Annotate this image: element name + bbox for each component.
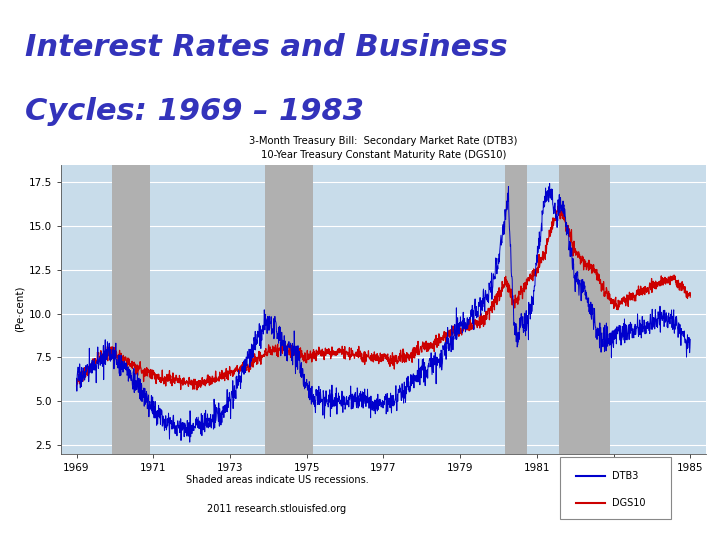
Text: Shaded areas indicate US recessions.: Shaded areas indicate US recessions. bbox=[186, 475, 369, 485]
Bar bbox=[559, 165, 611, 454]
Bar bbox=[265, 165, 313, 454]
Text: DTB3: DTB3 bbox=[612, 471, 639, 481]
Text: Interest Rates and Business: Interest Rates and Business bbox=[25, 32, 508, 62]
Bar bbox=[505, 165, 527, 454]
Y-axis label: (Pe·cent): (Pe·cent) bbox=[14, 286, 24, 333]
Bar bbox=[112, 165, 150, 454]
Title: 3-Month Treasury Bill:  Secondary Market Rate (DTB3)
10-Year Treasury Constant M: 3-Month Treasury Bill: Secondary Market … bbox=[249, 136, 518, 160]
FancyBboxPatch shape bbox=[560, 457, 671, 519]
Text: 2011 research.stlouisfed.org: 2011 research.stlouisfed.org bbox=[207, 504, 346, 514]
Text: Cycles: 1969 – 1983: Cycles: 1969 – 1983 bbox=[25, 97, 364, 126]
Text: DGS10: DGS10 bbox=[612, 498, 646, 508]
